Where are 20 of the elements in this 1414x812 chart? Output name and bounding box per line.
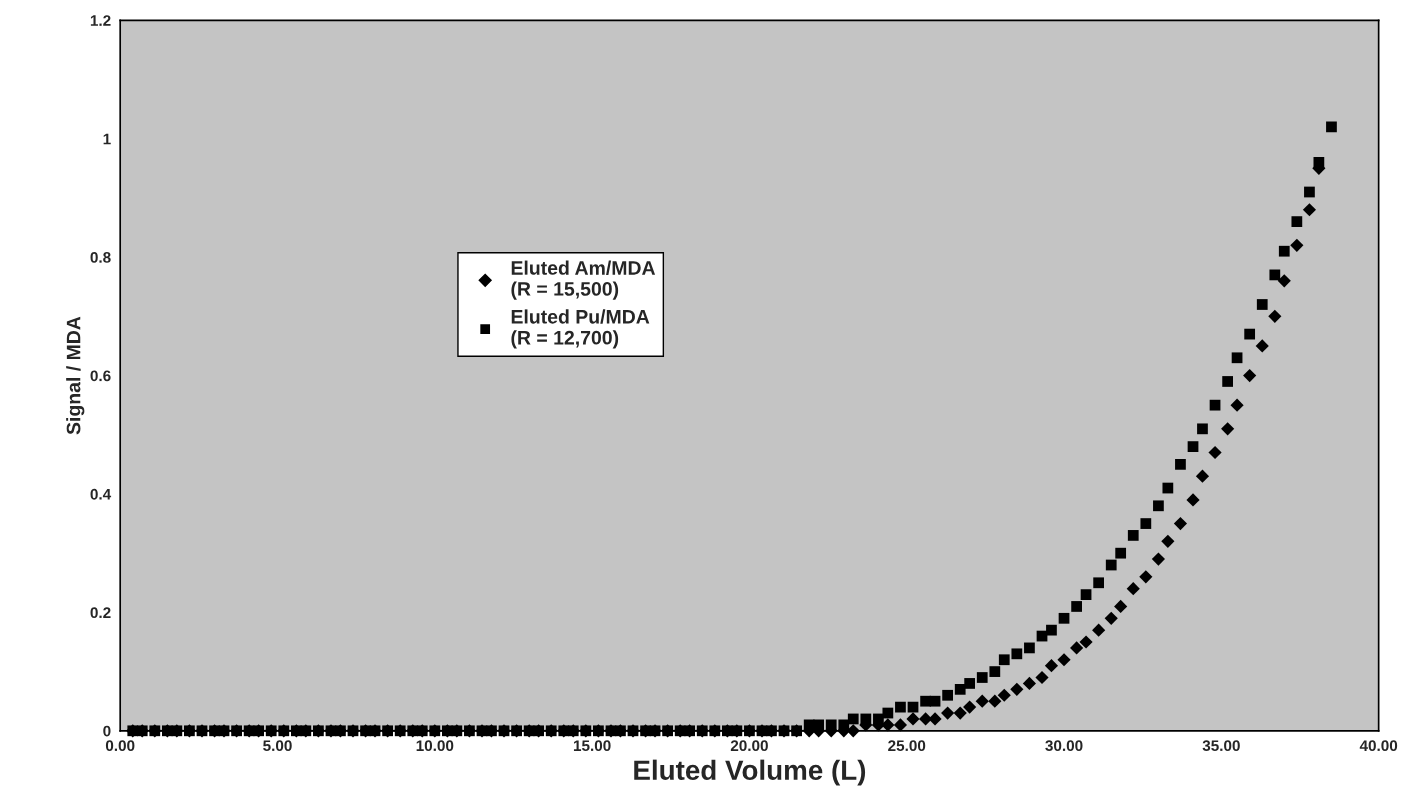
x-tick-label: 20.00 <box>730 740 768 752</box>
y-tick-label: 0.6 <box>90 370 111 382</box>
x-tick-label: 25.00 <box>888 740 926 752</box>
y-tick-label: 0.2 <box>90 607 111 619</box>
x-tick-label: 15.00 <box>573 740 611 752</box>
y-tick-label: 0.4 <box>90 488 112 500</box>
x-tick-label: 5.00 <box>263 740 292 752</box>
y-tick-label: 1 <box>103 133 111 145</box>
x-tick-label: 10.00 <box>416 740 454 752</box>
y-axis-title: Signal / MDA <box>66 316 85 435</box>
y-tick-label: 1.2 <box>90 15 111 26</box>
x-axis-title: Eluted Volume (L) <box>634 759 866 786</box>
x-tick-label: 40.00 <box>1359 740 1398 752</box>
x-tick-label: 35.00 <box>1202 740 1240 752</box>
y-tick-label: 0.8 <box>90 252 111 263</box>
y-tick-label: 0 <box>103 725 111 737</box>
x-tick-label: 0.00 <box>105 740 135 752</box>
x-tick-label: 30.00 <box>1045 740 1083 752</box>
legend-label: Eluted Pu/MDA (R = 12,700) <box>511 309 650 349</box>
legend-label: Eluted Am/MDA (R = 15,500) <box>511 260 656 300</box>
